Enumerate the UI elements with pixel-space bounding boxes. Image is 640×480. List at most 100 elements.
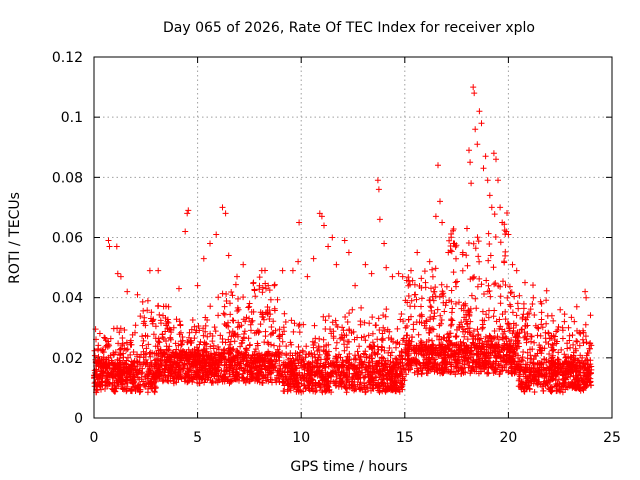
data-point xyxy=(555,349,562,356)
data-point xyxy=(492,280,499,287)
data-point xyxy=(579,354,586,361)
data-point xyxy=(152,377,159,384)
data-point xyxy=(573,338,580,344)
data-point xyxy=(320,374,327,381)
data-point xyxy=(199,353,206,359)
data-point xyxy=(234,304,241,311)
data-point xyxy=(433,367,440,374)
data-point xyxy=(222,210,229,217)
data-point xyxy=(447,341,454,348)
data-point xyxy=(246,315,253,322)
data-point xyxy=(121,345,128,352)
data-point xyxy=(209,333,216,339)
data-point xyxy=(385,334,392,341)
data-point xyxy=(264,310,271,317)
data-point xyxy=(268,324,275,330)
data-point xyxy=(134,291,141,298)
data-point xyxy=(271,342,277,349)
data-point xyxy=(363,354,370,361)
data-point xyxy=(452,243,459,250)
data-point xyxy=(571,376,578,383)
y-axis-label: ROTI / TECUs xyxy=(7,192,23,284)
data-point xyxy=(483,277,490,284)
data-point xyxy=(249,317,256,324)
data-point xyxy=(353,365,360,371)
data-point xyxy=(163,320,170,327)
data-point xyxy=(261,316,267,323)
data-point xyxy=(479,363,486,370)
data-point xyxy=(177,338,184,345)
data-point xyxy=(418,295,425,302)
data-point xyxy=(239,337,246,344)
data-point xyxy=(179,341,185,348)
data-point xyxy=(152,335,159,342)
data-point xyxy=(567,344,574,351)
data-point xyxy=(209,338,216,345)
data-point xyxy=(147,381,154,387)
data-point xyxy=(482,364,489,371)
data-point xyxy=(169,361,176,368)
data-point xyxy=(189,317,196,323)
data-point xyxy=(458,366,465,373)
data-point xyxy=(432,284,439,291)
data-point xyxy=(379,335,386,342)
data-point xyxy=(312,335,319,342)
data-point xyxy=(443,283,450,290)
data-point xyxy=(485,282,492,289)
data-point xyxy=(574,375,581,382)
data-point xyxy=(446,359,453,366)
data-point xyxy=(570,361,576,368)
data-point xyxy=(480,165,487,172)
data-point xyxy=(470,240,477,247)
data-point xyxy=(98,347,105,354)
data-point xyxy=(270,318,277,325)
data-point xyxy=(296,219,303,226)
data-point xyxy=(418,351,425,358)
data-point xyxy=(97,373,104,380)
data-point xyxy=(386,345,393,351)
data-point xyxy=(485,370,492,377)
data-point xyxy=(325,348,332,355)
data-point xyxy=(227,311,234,318)
data-point xyxy=(213,231,220,238)
data-point xyxy=(284,386,291,393)
data-point xyxy=(464,320,471,327)
data-point xyxy=(105,338,111,345)
data-point xyxy=(258,267,265,274)
data-point xyxy=(380,324,387,331)
data-point xyxy=(176,318,183,325)
data-point xyxy=(204,333,211,340)
data-point xyxy=(556,386,563,393)
data-point xyxy=(436,336,443,343)
data-point xyxy=(519,354,526,361)
data-point xyxy=(263,377,270,384)
data-point xyxy=(222,339,229,346)
data-point xyxy=(465,240,472,246)
data-point xyxy=(219,204,226,211)
data-point xyxy=(164,325,171,332)
data-point xyxy=(111,351,118,358)
data-point xyxy=(543,359,549,366)
data-point xyxy=(279,267,286,274)
data-point xyxy=(110,325,117,332)
data-point xyxy=(262,328,269,335)
data-point xyxy=(256,328,263,335)
data-point xyxy=(412,356,419,363)
data-point xyxy=(202,328,209,335)
data-point xyxy=(490,150,497,157)
data-point xyxy=(548,335,555,341)
data-point xyxy=(374,336,381,343)
data-point xyxy=(389,365,396,372)
data-point xyxy=(116,355,123,362)
data-point xyxy=(318,213,325,220)
data-point xyxy=(530,356,537,363)
data-point xyxy=(534,332,541,339)
data-point xyxy=(507,359,514,366)
data-point xyxy=(271,282,278,289)
data-point xyxy=(322,326,329,332)
data-point xyxy=(361,333,368,340)
data-point xyxy=(189,347,196,354)
data-point xyxy=(149,318,156,325)
data-point xyxy=(544,365,550,372)
data-point xyxy=(129,380,136,387)
